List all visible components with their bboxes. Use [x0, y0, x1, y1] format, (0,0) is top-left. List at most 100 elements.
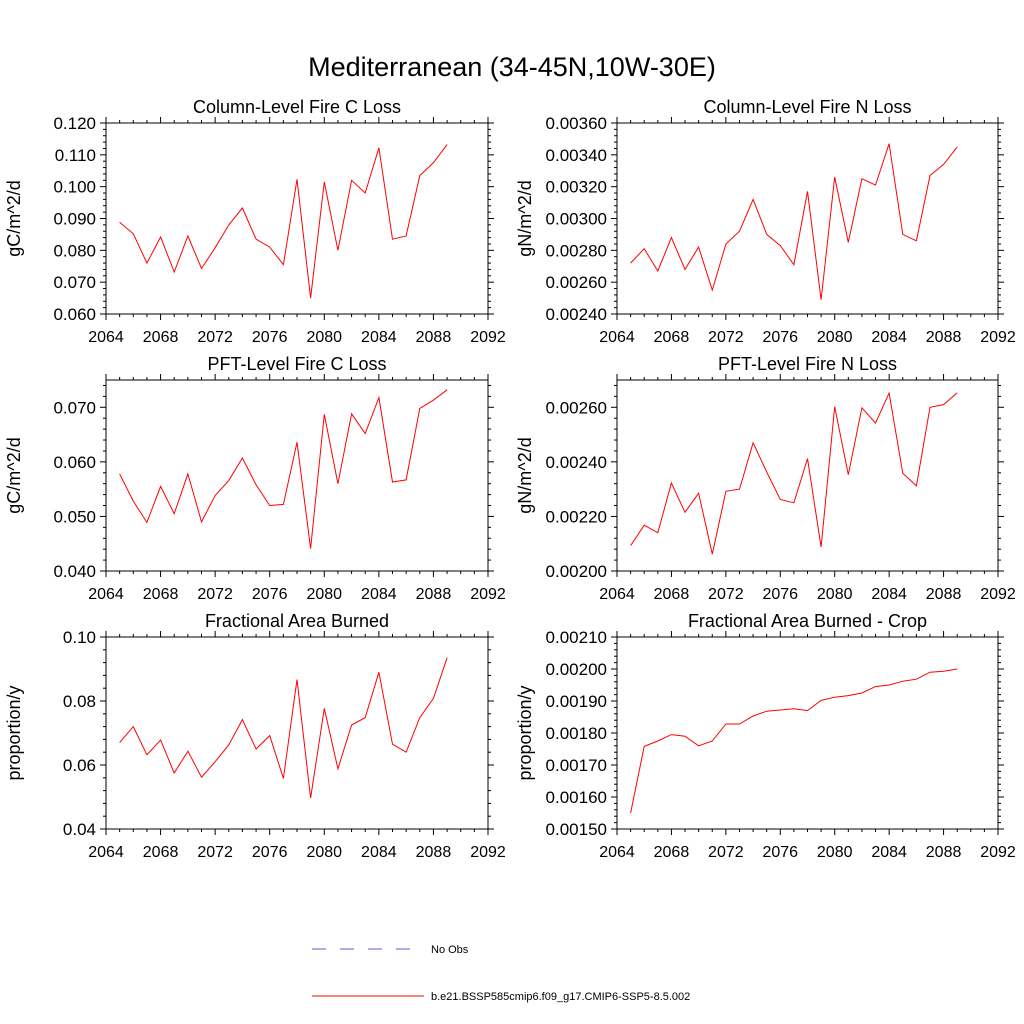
- panel-title: Column-Level Fire N Loss: [703, 97, 911, 117]
- chart-panel-3: PFT-Level Fire C Loss gC/m^2/d 2064 2068 207…: [4, 354, 506, 603]
- y-tick-label: 0.00150: [546, 820, 607, 839]
- y-tick-label: 0.090: [53, 210, 96, 229]
- x-tick-label: 2072: [708, 329, 744, 346]
- data-point: [902, 234, 903, 235]
- y-tick-label: 0.04: [63, 820, 96, 839]
- data-point: [446, 144, 447, 145]
- data-point: [296, 179, 297, 180]
- data-point: [201, 777, 202, 778]
- y-tick-label: 0.00260: [546, 398, 607, 417]
- x-tick-label: 2080: [817, 329, 853, 346]
- data-point: [712, 740, 713, 741]
- data-point: [712, 290, 713, 291]
- data-point: [324, 181, 325, 182]
- y-axis-label: gC/m^2/d: [4, 437, 24, 513]
- data-point: [419, 175, 420, 176]
- y-axis-label: proportion/y: [515, 685, 535, 780]
- y-tick-label: 0.08: [63, 692, 96, 711]
- x-tick-label: 2084: [361, 329, 397, 346]
- data-point: [324, 414, 325, 415]
- x-tick-label: 2088: [926, 844, 962, 861]
- data-point: [807, 191, 808, 192]
- data-point: [337, 483, 338, 484]
- data-point: [821, 700, 822, 701]
- data-point: [861, 692, 862, 693]
- data-point: [174, 772, 175, 773]
- x-tick-label: 2080: [306, 586, 342, 603]
- data-point: [269, 735, 270, 736]
- data-point: [902, 473, 903, 474]
- data-point: [433, 400, 434, 401]
- data-point: [875, 184, 876, 185]
- data-point: [807, 458, 808, 459]
- data-point: [310, 297, 311, 298]
- data-point: [752, 442, 753, 443]
- data-point: [821, 546, 822, 547]
- data-point: [725, 723, 726, 724]
- panel-title: PFT-Level Fire N Loss: [718, 354, 897, 374]
- data-point: [739, 489, 740, 490]
- x-tick-label: 2080: [306, 844, 342, 861]
- x-tick-label: 2084: [871, 844, 907, 861]
- plot-frame: [616, 122, 999, 315]
- data-point: [337, 250, 338, 251]
- series-line: [119, 144, 448, 299]
- chart-panel-5: Fractional Area Burned proportion/y 2064 20…: [4, 611, 506, 861]
- data-point: [875, 423, 876, 424]
- data-point: [433, 698, 434, 699]
- x-tick-label: 2076: [762, 329, 798, 346]
- data-point: [351, 413, 352, 414]
- x-tick-label: 2076: [252, 329, 288, 346]
- y-tick-label: 0.00320: [546, 178, 607, 197]
- data-point: [848, 474, 849, 475]
- data-point: [684, 512, 685, 513]
- data-point: [242, 719, 243, 720]
- data-point: [766, 711, 767, 712]
- data-point: [848, 242, 849, 243]
- data-point: [433, 162, 434, 163]
- y-tick-label: 0.00200: [546, 562, 607, 581]
- data-point: [365, 433, 366, 434]
- data-point: [902, 681, 903, 682]
- legend-obs-label: No Obs: [431, 944, 469, 956]
- y-tick-label: 0.00170: [546, 756, 607, 775]
- y-tick-label: 0.00200: [546, 660, 607, 679]
- data-point: [671, 734, 672, 735]
- data-point: [712, 553, 713, 554]
- y-tick-label: 0.060: [53, 305, 96, 324]
- data-point: [644, 746, 645, 747]
- data-point: [644, 248, 645, 249]
- data-point: [296, 679, 297, 680]
- data-point: [365, 717, 366, 718]
- data-point: [752, 715, 753, 716]
- data-point: [296, 442, 297, 443]
- series-line: [630, 391, 958, 555]
- data-point: [133, 726, 134, 727]
- data-point: [378, 147, 379, 148]
- data-point: [780, 709, 781, 710]
- chart-panel-6: Fractional Area Burned - Crop proportion/…: [515, 611, 1016, 861]
- x-tick-label: 2076: [762, 844, 798, 861]
- data-point: [146, 522, 147, 523]
- x-tick-label: 2068: [654, 844, 690, 861]
- data-point: [215, 495, 216, 496]
- data-point: [630, 545, 631, 546]
- data-point: [657, 532, 658, 533]
- data-point: [228, 224, 229, 225]
- data-point: [929, 175, 930, 176]
- data-point: [187, 473, 188, 474]
- y-tick-label: 0.06: [63, 756, 96, 775]
- data-point: [242, 207, 243, 208]
- data-point: [146, 754, 147, 755]
- x-tick-label: 2068: [143, 586, 179, 603]
- y-tick-label: 0.00240: [546, 453, 607, 472]
- data-point: [242, 457, 243, 458]
- data-point: [228, 480, 229, 481]
- data-point: [848, 695, 849, 696]
- y-tick-label: 0.00360: [546, 114, 607, 133]
- data-point: [630, 812, 631, 813]
- data-point: [378, 397, 379, 398]
- y-tick-label: 0.040: [53, 562, 96, 581]
- x-tick-label: 2084: [871, 586, 907, 603]
